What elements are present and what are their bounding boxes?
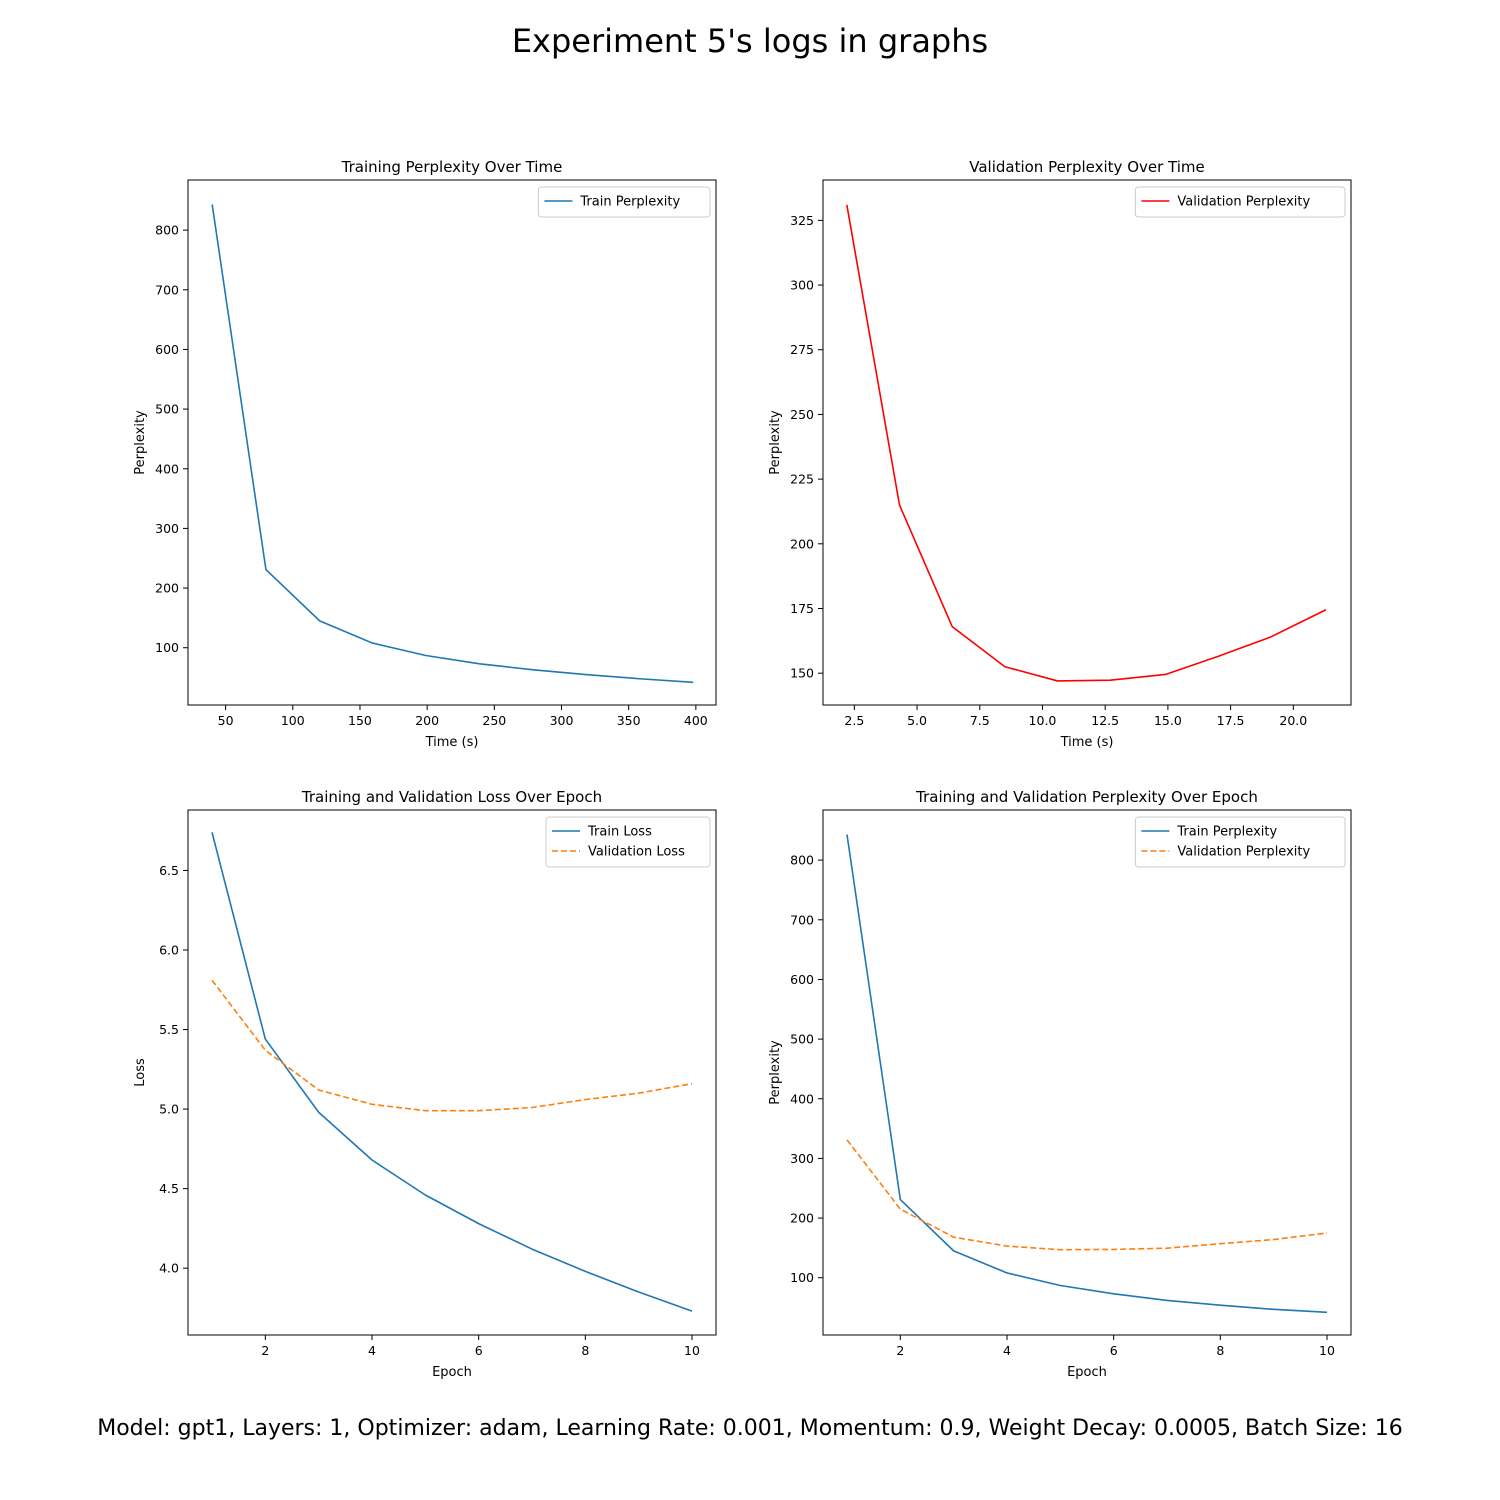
series-line-validation-perplexity [846,1139,1328,1251]
x-tick-label: 6 [475,1343,483,1358]
series-line-validation-loss [211,979,693,1112]
chart-title: Training and Validation Loss Over Epoch [301,788,602,806]
y-tick-label: 300 [790,1151,814,1166]
chart-title: Validation Perplexity Over Time [969,158,1205,176]
x-tick-label: 350 [617,713,641,728]
x-tick-label: 4 [368,1343,376,1358]
y-tick-label: 200 [155,581,179,596]
series-line-train-perplexity [211,204,694,684]
x-tick-label: 4 [1003,1343,1011,1358]
plot-frame [822,809,1352,1336]
y-tick-label: 100 [155,640,179,655]
x-tick-label: 10 [1319,1343,1335,1358]
y-tick-label: 6.0 [159,943,179,958]
y-tick-label: 275 [790,342,814,357]
series-line-train-perplexity [846,834,1328,1314]
x-tick-label: 8 [1216,1343,1224,1358]
y-tick-label: 150 [790,666,814,681]
x-tick-label: 20.0 [1279,713,1307,728]
figure-title: Experiment 5's logs in graphs [511,22,989,60]
plot-frame [822,179,1352,706]
y-tick-label: 225 [790,472,814,487]
x-tick-label: 5.0 [907,713,927,728]
x-tick-label: 15.0 [1154,713,1182,728]
x-tick-label: 7.5 [970,713,990,728]
chart-perplexity-over-epoch: Training and Validation Perplexity Over … [768,788,1352,1380]
y-tick-label: 200 [790,536,814,551]
legend-box [545,816,711,868]
legend-label: Validation Loss [588,845,685,860]
legend-label: Train Perplexity [579,195,680,210]
series-line-train-loss [211,832,693,1312]
legend-box [1134,816,1346,868]
hyperparameter-footer: Model: gpt1, Layers: 1, Optimizer: adam,… [97,1416,1403,1441]
y-tick-label: 600 [155,342,179,357]
x-tick-label: 100 [281,713,305,728]
x-tick-label: 2 [261,1343,269,1358]
legend-box [537,186,711,218]
plot-frame [187,809,717,1336]
x-axis-label: Epoch [1067,1365,1107,1380]
legend-label: Validation Perplexity [1177,195,1310,210]
chart-title: Training Perplexity Over Time [341,158,563,176]
y-tick-label: 5.5 [159,1022,179,1037]
y-tick-label: 300 [790,278,814,293]
x-tick-label: 10.0 [1029,713,1057,728]
chart-validation-perplexity-over-time: Validation Perplexity Over Time 2.5 5.0 7.5… [768,158,1352,750]
plot-frame [187,179,717,706]
y-tick-label: 700 [790,912,814,927]
legend-label: Train Perplexity [1176,825,1277,840]
y-tick-label: 700 [155,282,179,297]
y-tick-label: 175 [790,601,814,616]
chart-title: Training and Validation Perplexity Over … [915,788,1258,806]
y-tick-label: 300 [155,521,179,536]
y-tick-label: 600 [790,972,814,987]
y-axis-label: Perplexity [133,410,148,475]
x-tick-label: 2.5 [844,713,864,728]
x-tick-label: 50 [218,713,234,728]
legend-box [1134,186,1346,218]
x-tick-label: 17.5 [1217,713,1245,728]
x-tick-label: 250 [482,713,506,728]
y-tick-label: 500 [790,1032,814,1047]
chart-training-perplexity-over-time: Training Perplexity Over Time 50 100 150 200… [133,158,717,750]
legend-label: Validation Perplexity [1177,845,1310,860]
x-tick-label: 400 [684,713,708,728]
x-tick-label: 150 [348,713,372,728]
y-tick-label: 325 [790,213,814,228]
y-tick-label: 400 [155,461,179,476]
y-axis-label: Loss [133,1058,148,1087]
y-tick-label: 6.5 [159,863,179,878]
x-tick-label: 8 [581,1343,589,1358]
x-tick-label: 2 [896,1343,904,1358]
y-tick-label: 800 [155,223,179,238]
x-tick-label: 12.5 [1091,713,1119,728]
y-tick-label: 800 [790,853,814,868]
y-tick-label: 500 [155,402,179,417]
x-axis-label: Epoch [432,1365,472,1380]
y-tick-label: 200 [790,1211,814,1226]
legend-label: Train Loss [587,825,652,840]
y-tick-label: 400 [790,1091,814,1106]
x-tick-label: 300 [550,713,574,728]
chart-loss-over-epoch: Training and Validation Loss Over Epoch 2… [133,788,717,1380]
y-tick-label: 5.0 [159,1102,179,1117]
y-tick-label: 100 [790,1270,814,1285]
y-tick-label: 250 [790,407,814,422]
x-tick-label: 10 [684,1343,700,1358]
y-tick-label: 4.5 [159,1181,179,1196]
series-line-validation-perplexity [846,204,1327,682]
y-axis-label: Perplexity [768,410,783,475]
x-axis-label: Time (s) [425,735,479,750]
x-axis-label: Time (s) [1060,735,1114,750]
y-axis-label: Perplexity [768,1040,783,1105]
y-tick-label: 4.0 [159,1261,179,1276]
x-tick-label: 6 [1110,1343,1118,1358]
x-tick-label: 200 [415,713,439,728]
